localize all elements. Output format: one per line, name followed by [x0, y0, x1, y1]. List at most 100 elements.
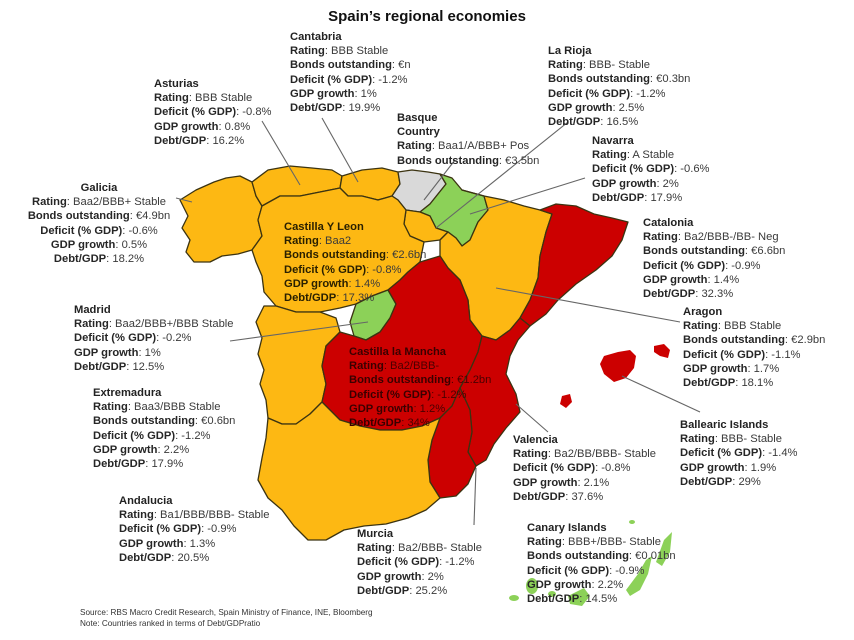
field-value: 1%	[144, 346, 161, 359]
field-value: 1.9%	[750, 461, 777, 474]
field-value: Murcia	[357, 528, 394, 540]
label-andalucia: Andalucia Rating: Ba1/BBB/BBB- Stable De…	[119, 494, 269, 565]
field-value: -1.2%	[437, 388, 467, 401]
field-row: Debt/GDP: 17.9%	[592, 191, 683, 204]
field-value: Baa2/BBB+ Stable	[73, 196, 167, 209]
field-value: 12.5%	[132, 360, 165, 373]
field-row: Rating: BBB Stable	[683, 320, 782, 333]
field-value: BBB- Stable	[589, 59, 650, 72]
field-value: BBB+/BBB- Stable	[568, 536, 662, 549]
label-murcia: Murcia Rating: Ba2/BBB- Stable Deficit (…	[357, 527, 482, 598]
field-value: -0.8%	[601, 462, 631, 475]
region-name: Cantabria	[290, 31, 342, 43]
region-galicia	[179, 175, 263, 263]
field-label: Debt/GDP	[548, 116, 601, 129]
field-value: €2.9bn	[791, 334, 826, 347]
field-row: Debt/GDP: 20.5%	[119, 551, 210, 564]
field-value: Galicia	[80, 182, 118, 194]
field-value: 2.2%	[597, 578, 624, 591]
field-row: Deficit (% GDP): -1.1%	[683, 348, 801, 361]
field-label: Rating	[290, 45, 325, 58]
field-label: GDP growth	[93, 443, 158, 456]
field-value: 32.3%	[701, 288, 734, 301]
field-value: Castilla la Mancha	[349, 346, 446, 358]
field-row: GDP growth: 1.2%	[349, 402, 446, 415]
field-label: Rating	[74, 318, 109, 331]
field-row: Rating: BBB- Stable	[548, 59, 650, 72]
field-label: Rating	[349, 360, 384, 373]
field-row: Rating: Ba2/BBB-	[349, 360, 440, 373]
field-row: Deficit (% GDP): -1.2%	[93, 429, 211, 442]
field-value: 2%	[662, 177, 679, 190]
field-row: Debt/GDP: 32.3%	[643, 288, 734, 301]
field-label: GDP growth	[119, 537, 184, 550]
field-label: GDP growth	[50, 238, 116, 251]
field-label: Rating	[357, 542, 392, 555]
field-label: Bonds outstanding	[93, 415, 195, 428]
label-catalonia: Catalonia Rating: Ba2/BBB-/BB- Neg Bonds…	[643, 216, 785, 301]
field-value: -1.1%	[771, 348, 801, 361]
field-label: Bonds outstanding	[683, 334, 785, 347]
field-value: 37.6%	[571, 490, 604, 503]
field-value: Catalonia	[643, 217, 694, 229]
label-navarra: Navarra Rating: A Stable Deficit (% GDP)…	[592, 134, 710, 205]
field-label: GDP growth	[357, 570, 422, 583]
field-row: Debt/GDP: 37.6%	[513, 490, 604, 503]
field-row: Deficit (% GDP): -0.8%	[513, 462, 631, 475]
field-label: Debt/GDP	[349, 417, 402, 430]
field-label: Debt/GDP	[154, 134, 207, 147]
field-label: Debt/GDP	[357, 584, 410, 597]
field-label: GDP growth	[284, 277, 349, 290]
field-label: Deficit (% GDP)	[680, 447, 763, 460]
field-label: Deficit (% GDP)	[592, 163, 675, 176]
field-row: Bonds outstanding: €2.6bn	[284, 249, 427, 262]
field-row: Bonds outstanding: €1.2bn	[349, 374, 492, 387]
field-label: Deficit (% GDP)	[40, 224, 123, 237]
field-value: 1.4%	[354, 277, 381, 290]
label-la-rioja: La Rioja Rating: BBB- Stable Bonds outst…	[548, 44, 690, 129]
field-value: 34%	[407, 417, 430, 430]
field-value: BBB Stable	[724, 320, 782, 333]
field-row: Bonds outstanding: €2.9bn	[683, 334, 826, 347]
field-value: 18.2%	[112, 253, 145, 266]
field-row: GDP growth: 1.3%	[119, 537, 216, 550]
field-label: Deficit (% GDP)	[643, 259, 726, 272]
field-value: Ba2/BB/BBB- Stable	[554, 448, 657, 461]
field-value: 1.3%	[189, 537, 216, 550]
field-value: BBB Stable	[195, 92, 253, 105]
region-balearic-mallorca	[600, 350, 636, 382]
field-row: GDP growth: 1.9%	[680, 461, 777, 474]
field-value: Extremadura	[93, 387, 162, 399]
field-row: Rating: Ba2/BB/BBB- Stable	[513, 448, 657, 461]
map-title: Spain’s regional economies	[328, 8, 526, 25]
field-label: Rating	[680, 433, 715, 446]
field-value: 0.5%	[121, 238, 148, 251]
field-value: 16.2%	[212, 134, 245, 147]
field-label: Rating	[643, 231, 678, 244]
field-row: Rating: Ba1/BBB/BBB- Stable	[119, 509, 270, 522]
field-row: Deficit (% GDP): -0.9%	[527, 564, 645, 577]
field-value: -0.9%	[615, 564, 645, 577]
field-value: Baa2	[325, 235, 352, 248]
field-label: Debt/GDP	[643, 288, 696, 301]
source-text: Source: RBS Macro Credit Research, Spain…	[80, 608, 373, 617]
field-label: Rating	[592, 149, 627, 162]
field-row: Debt/GDP: 16.2%	[154, 134, 245, 147]
field-row: Deficit (% GDP): -0.2%	[74, 332, 192, 345]
field-row: Deficit (% GDP): -0.8%	[284, 263, 402, 276]
field-label: Bonds outstanding	[284, 249, 386, 262]
field-row: Bonds outstanding: €0.3bn	[548, 73, 691, 86]
field-value: -0.6%	[128, 224, 158, 237]
field-value: Baa3/BBB Stable	[134, 401, 221, 414]
field-label: Bonds outstanding	[527, 550, 629, 563]
field-row: Rating: A Stable	[592, 149, 675, 162]
field-label: GDP growth	[548, 101, 613, 114]
field-label: Rating	[31, 196, 67, 209]
field-value: 1.7%	[753, 362, 780, 375]
field-row: Rating: Baa1/A/BBB+ Pos	[397, 140, 530, 153]
field-label: Bonds outstanding	[349, 374, 451, 387]
field-row: Debt/GDP: 12.5%	[74, 360, 165, 373]
field-label: Debt/GDP	[513, 490, 566, 503]
field-value: La Rioja	[548, 45, 592, 57]
field-row: Bonds outstanding: €0.01bn	[527, 550, 676, 563]
